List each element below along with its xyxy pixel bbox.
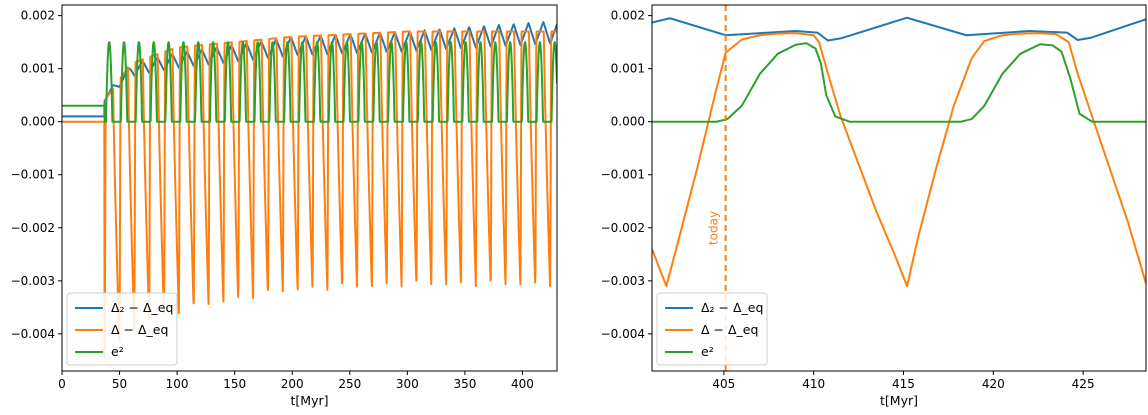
series-line-e2 (62, 41, 557, 123)
legend-label-e2: e² (701, 344, 714, 359)
right-chart-legend: Δ₂ − Δ_eq Δ − Δ_eq e² (656, 292, 768, 366)
x-tick-label: 415 (892, 377, 915, 391)
left-chart-panel: 0 50 100 150 200 250 300 350 400 −0.004 −0.003 −0.0… (11, 4, 558, 408)
right-chart-series (652, 16, 1146, 288)
series-line-delta (652, 32, 1146, 288)
legend-label-delta2: Δ₂ − Δ_eq (701, 300, 763, 315)
y-tick-label: −0.004 (11, 327, 55, 341)
left-chart-frame (61, 4, 558, 372)
x-tick-label: 420 (982, 377, 1005, 391)
y-tick-label: 0.002 (21, 9, 55, 23)
y-tick-label: −0.004 (601, 327, 645, 341)
legend-label-delta2: Δ₂ − Δ_eq (111, 300, 173, 315)
y-tick-label: −0.002 (11, 221, 55, 235)
x-tick-label: 425 (1072, 377, 1095, 391)
x-tick-label: 405 (712, 377, 735, 391)
y-tick-label: 0.000 (21, 115, 55, 129)
y-tick-label: 0.001 (21, 62, 55, 76)
series-line-delta2 (652, 16, 1146, 42)
legend-box (66, 292, 178, 366)
right-chart-x-axis-label: t[Myr] (880, 393, 918, 408)
left-chart-ticks: 0 50 100 150 200 250 300 350 400 −0.004 −0.003 −0.0… (11, 9, 534, 391)
x-tick-label: 400 (511, 377, 534, 391)
legend-label-delta: Δ − Δ_eq (701, 322, 758, 337)
y-tick-label: −0.003 (601, 274, 645, 288)
x-tick-label: 200 (281, 377, 304, 391)
x-tick-label: 100 (166, 377, 189, 391)
y-tick-label: 0.002 (611, 9, 645, 23)
x-tick-label: 0 (58, 377, 66, 391)
x-tick-label: 250 (338, 377, 361, 391)
left-chart-series (62, 21, 557, 362)
series-line-delta (62, 30, 557, 362)
x-tick-label: 410 (802, 377, 825, 391)
right-chart-ticks: 405 410 415 420 425 −0.004 −0.003 −0.002 −0.001 0… (601, 9, 1095, 391)
y-tick-label: −0.003 (11, 274, 55, 288)
right-chart-frame (651, 4, 1147, 372)
x-tick-label: 150 (223, 377, 246, 391)
legend-box (656, 292, 768, 366)
legend-label-e2: e² (111, 344, 124, 359)
today-annotation-label: today (707, 211, 721, 245)
y-tick-label: 0.000 (611, 115, 645, 129)
y-tick-label: −0.001 (11, 168, 55, 182)
left-chart-legend: Δ₂ − Δ_eq Δ − Δ_eq e² (66, 292, 178, 366)
series-line-delta2 (62, 21, 557, 118)
y-tick-label: −0.001 (601, 168, 645, 182)
y-tick-label: −0.002 (601, 221, 645, 235)
left-chart-x-axis-label: t[Myr] (291, 393, 329, 408)
x-tick-label: 50 (112, 377, 127, 391)
series-line-e2 (652, 42, 1146, 123)
y-tick-label: 0.001 (611, 62, 645, 76)
right-chart-panel: today 405 410 415 420 425 −0.004 −0.003 −0.002 −… (601, 4, 1147, 408)
x-tick-label: 350 (453, 377, 476, 391)
legend-label-delta: Δ − Δ_eq (111, 322, 168, 337)
x-tick-label: 300 (396, 377, 419, 391)
